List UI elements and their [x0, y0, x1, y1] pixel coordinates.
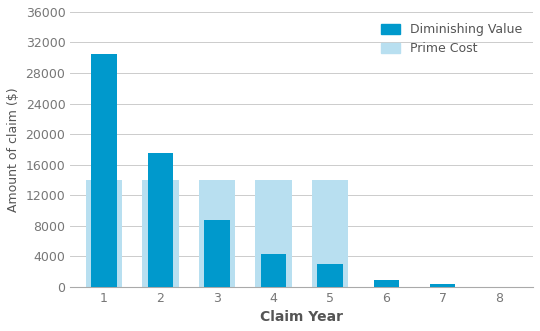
Bar: [142, 180, 179, 287]
Bar: [199, 180, 235, 287]
Legend: Diminishing Value, Prime Cost: Diminishing Value, Prime Cost: [376, 18, 527, 61]
Bar: [317, 264, 342, 287]
Bar: [261, 254, 286, 287]
Bar: [91, 54, 117, 287]
Bar: [148, 153, 173, 287]
X-axis label: Claim Year: Claim Year: [260, 310, 343, 324]
Bar: [374, 280, 399, 287]
Bar: [430, 284, 455, 287]
Bar: [86, 180, 123, 287]
Bar: [204, 220, 230, 287]
Bar: [255, 180, 292, 287]
Y-axis label: Amount of claim ($): Amount of claim ($): [7, 87, 20, 212]
Bar: [312, 180, 348, 287]
